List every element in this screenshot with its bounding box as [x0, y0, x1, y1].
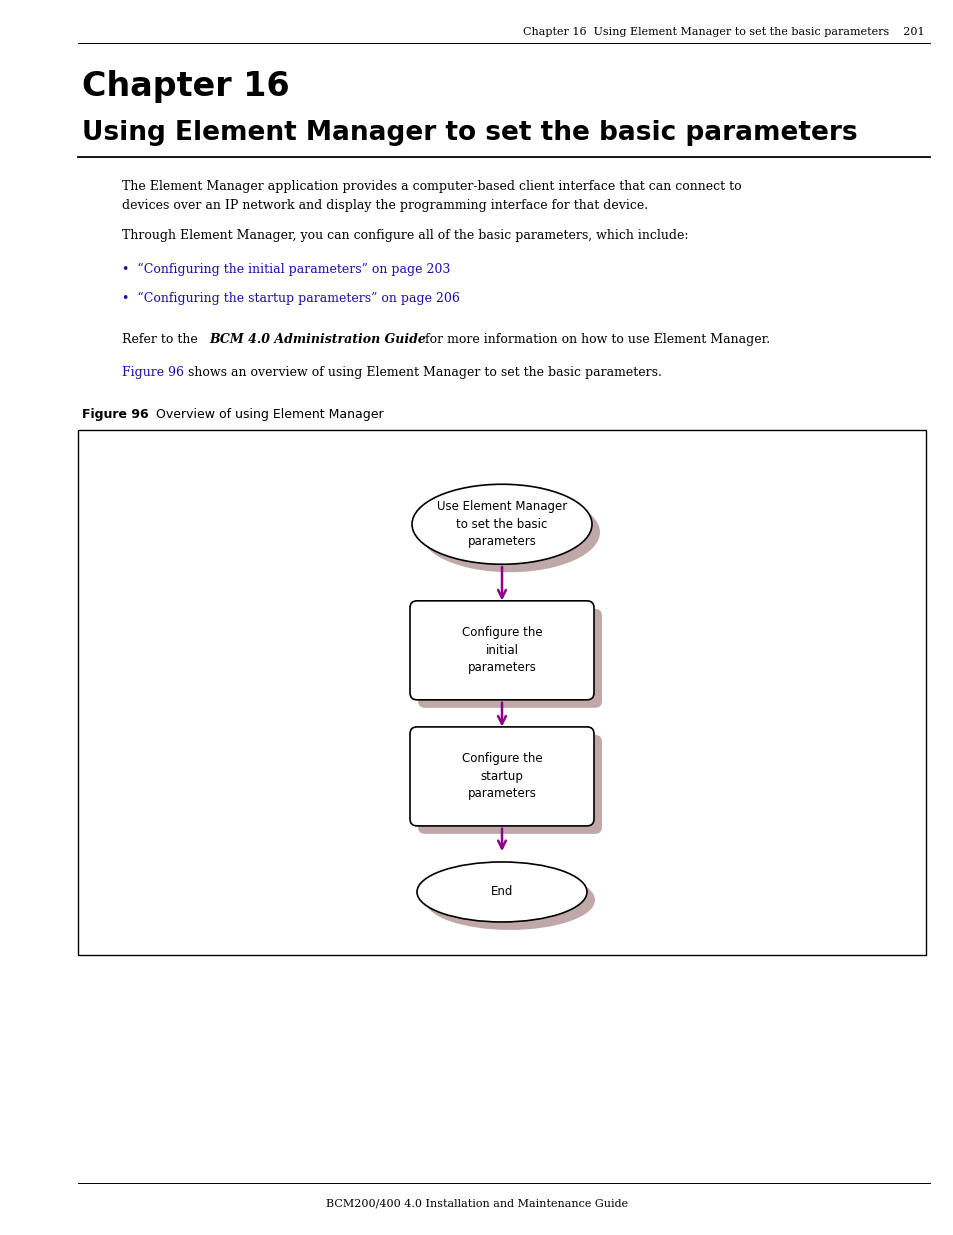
Text: The Element Manager application provides a computer-based client interface that : The Element Manager application provides…	[122, 180, 740, 193]
FancyBboxPatch shape	[410, 727, 594, 826]
Text: Use Element Manager
to set the basic
parameters: Use Element Manager to set the basic par…	[436, 500, 566, 548]
Text: End: End	[490, 885, 513, 899]
Text: Using Element Manager to set the basic parameters: Using Element Manager to set the basic p…	[82, 120, 857, 146]
Text: Through Element Manager, you can configure all of the basic parameters, which in: Through Element Manager, you can configu…	[122, 230, 688, 242]
Text: BCM200/400 4.0 Installation and Maintenance Guide: BCM200/400 4.0 Installation and Maintena…	[326, 1199, 627, 1209]
Text: •  “Configuring the startup parameters” on page 206: • “Configuring the startup parameters” o…	[122, 293, 459, 305]
Text: Chapter 16  Using Element Manager to set the basic parameters    201: Chapter 16 Using Element Manager to set …	[523, 27, 924, 37]
Ellipse shape	[412, 484, 592, 564]
FancyBboxPatch shape	[417, 735, 601, 834]
Ellipse shape	[416, 862, 586, 923]
Ellipse shape	[424, 869, 595, 930]
Text: Configure the
startup
parameters: Configure the startup parameters	[461, 752, 541, 800]
Text: devices over an IP network and display the programming interface for that device: devices over an IP network and display t…	[122, 199, 647, 212]
Text: Overview of using Element Manager: Overview of using Element Manager	[144, 408, 383, 421]
Text: shows an overview of using Element Manager to set the basic parameters.: shows an overview of using Element Manag…	[184, 367, 661, 379]
Text: for more information on how to use Element Manager.: for more information on how to use Eleme…	[420, 333, 769, 347]
Text: Figure 96: Figure 96	[122, 367, 184, 379]
Text: Configure the
initial
parameters: Configure the initial parameters	[461, 626, 541, 674]
FancyBboxPatch shape	[410, 600, 594, 700]
Text: Refer to the: Refer to the	[122, 333, 201, 347]
Ellipse shape	[419, 493, 599, 572]
Text: •  “Configuring the initial parameters” on page 203: • “Configuring the initial parameters” o…	[122, 263, 450, 275]
FancyBboxPatch shape	[78, 430, 925, 955]
Text: BCM 4.0 Administration Guide: BCM 4.0 Administration Guide	[209, 333, 425, 347]
Text: Figure 96: Figure 96	[82, 408, 149, 421]
FancyBboxPatch shape	[417, 609, 601, 708]
Text: Chapter 16: Chapter 16	[82, 70, 290, 103]
